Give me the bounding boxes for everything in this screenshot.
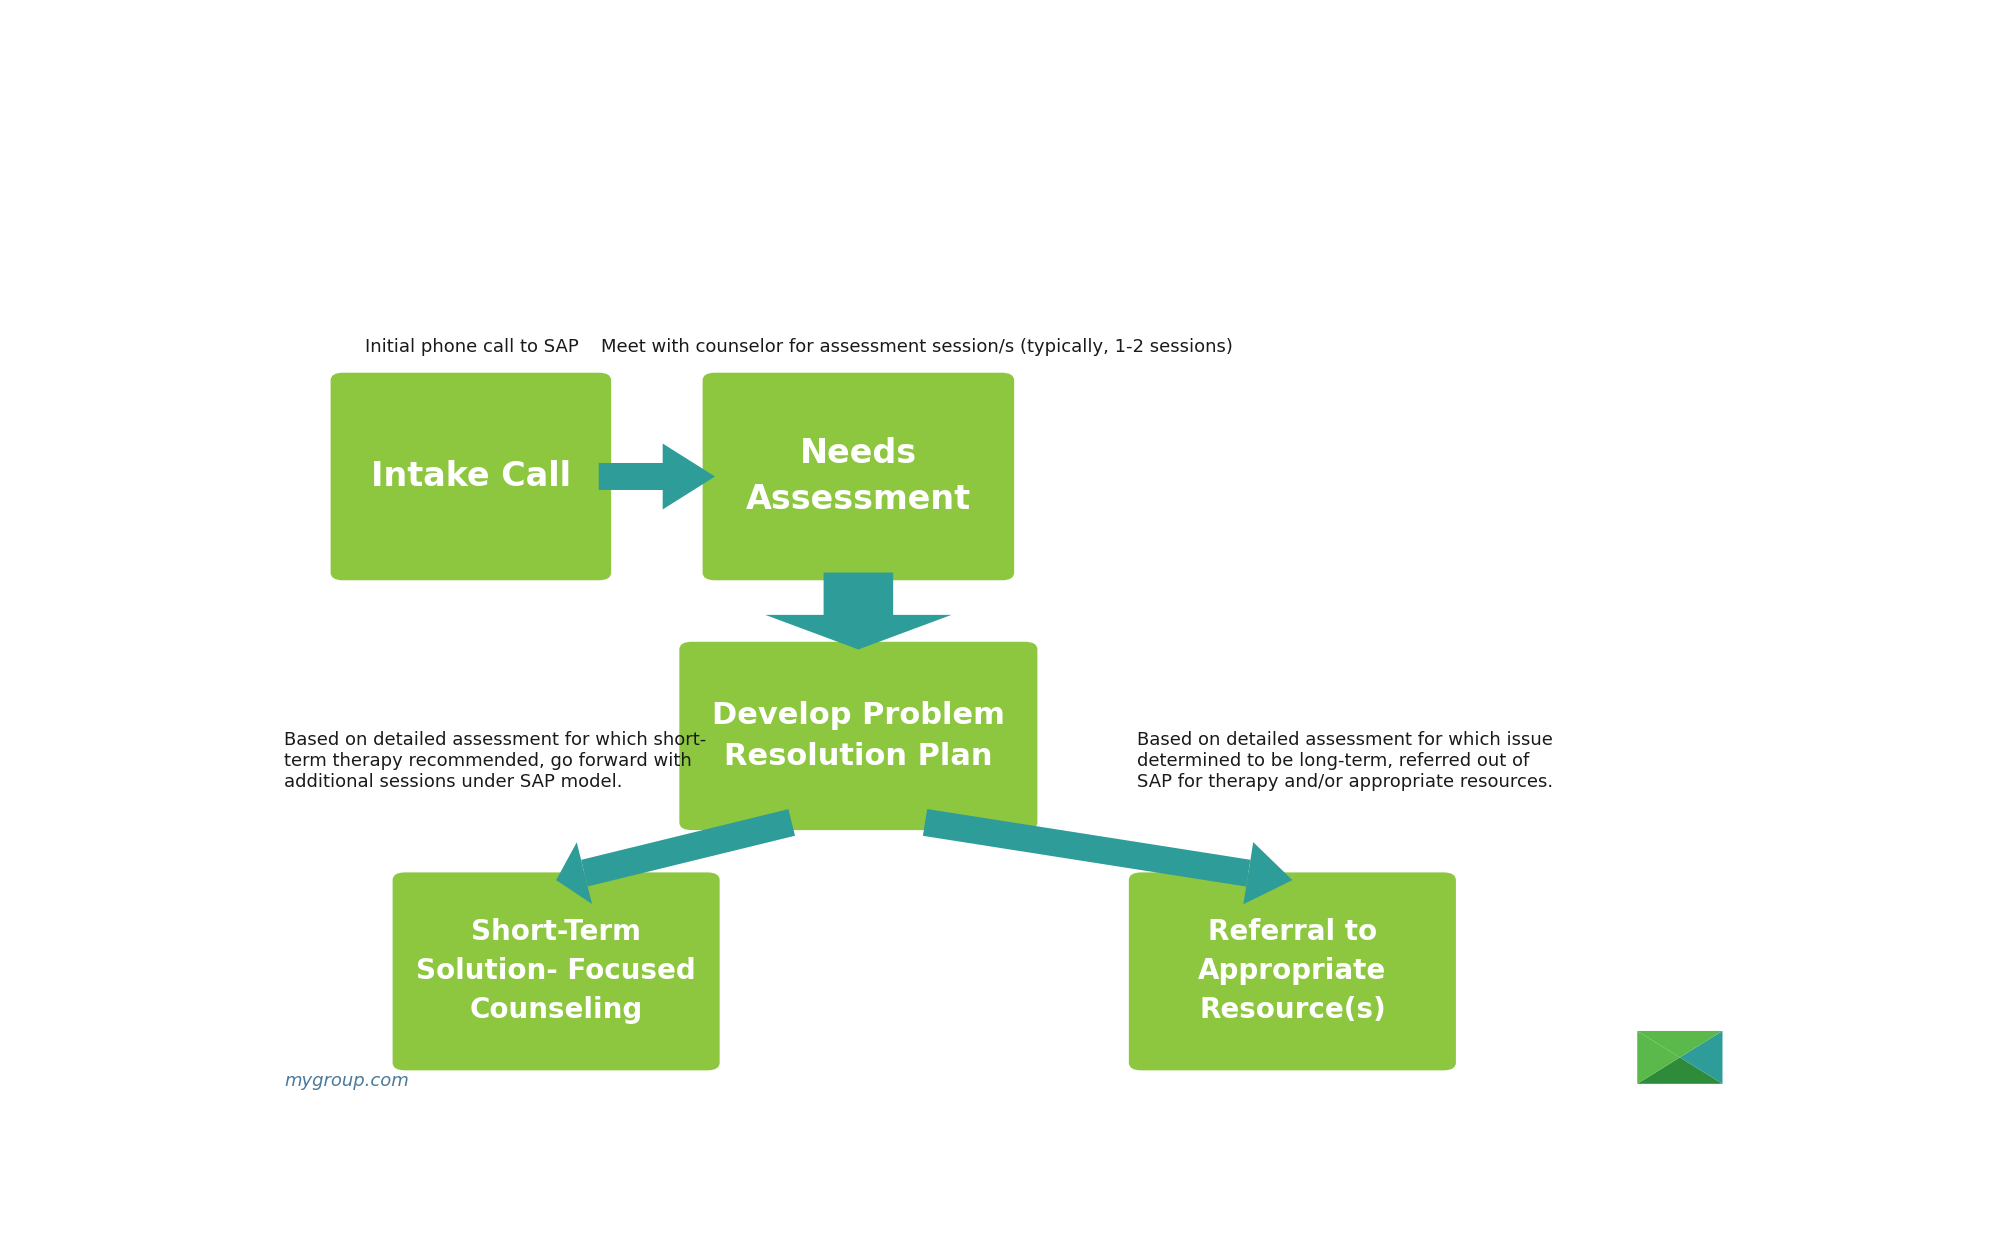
FancyBboxPatch shape [392, 872, 720, 1071]
Polygon shape [1638, 1031, 1722, 1057]
Polygon shape [766, 573, 952, 649]
Polygon shape [1680, 1031, 1722, 1083]
FancyBboxPatch shape [680, 641, 1038, 830]
Polygon shape [1638, 1057, 1722, 1083]
Text: mygroup.com: mygroup.com [284, 1072, 408, 1090]
Text: Referral to
Appropriate
Resource(s): Referral to Appropriate Resource(s) [1198, 919, 1386, 1025]
Text: Intake Call: Intake Call [370, 461, 570, 493]
FancyBboxPatch shape [330, 373, 612, 580]
Text: Initial phone call to SAP: Initial phone call to SAP [364, 338, 578, 357]
Text: Meet with counselor for assessment session/s (typically, 1-2 sessions): Meet with counselor for assessment sessi… [600, 338, 1232, 357]
Polygon shape [598, 443, 716, 509]
Polygon shape [556, 842, 592, 904]
Polygon shape [1244, 842, 1292, 905]
Text: Based on detailed assessment for which short-
term therapy recommended, go forwa: Based on detailed assessment for which s… [284, 731, 706, 791]
Polygon shape [922, 809, 1250, 886]
Polygon shape [1638, 1031, 1680, 1083]
Text: Develop Problem
Resolution Plan: Develop Problem Resolution Plan [712, 701, 1004, 771]
Text: Needs
Assessment: Needs Assessment [746, 437, 970, 515]
Polygon shape [582, 809, 796, 886]
FancyBboxPatch shape [702, 373, 1014, 580]
FancyBboxPatch shape [1128, 872, 1456, 1071]
Text: Based on detailed assessment for which issue
determined to be long-term, referre: Based on detailed assessment for which i… [1136, 731, 1552, 791]
Text: Short-Term
Solution- Focused
Counseling: Short-Term Solution- Focused Counseling [416, 919, 696, 1025]
